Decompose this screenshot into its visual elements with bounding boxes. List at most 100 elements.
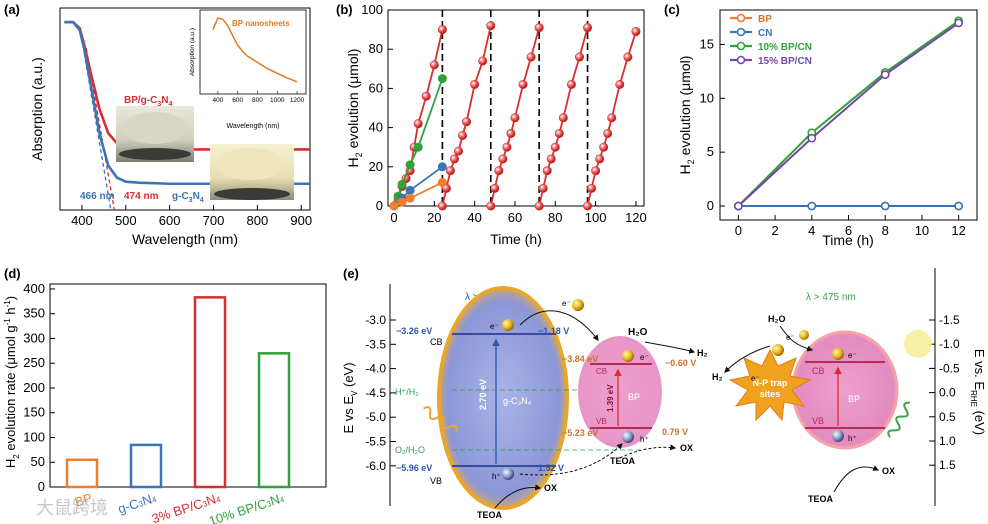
- gcn-particle: [437, 286, 569, 510]
- inset-xtick-label: 1200: [290, 97, 305, 104]
- hole-ball-gcn: [502, 468, 514, 480]
- b-point: [566, 79, 576, 89]
- a-ylabel: Absorption (a.u.): [29, 57, 45, 161]
- ox-label-2: OX: [680, 443, 693, 453]
- b-ytick-label: 100: [361, 2, 383, 17]
- b-xlabel: Time (h): [490, 231, 542, 247]
- c-point: [880, 201, 890, 211]
- b-point: [623, 52, 633, 62]
- b-point: [558, 113, 568, 123]
- electron-label-right: e⁻: [848, 351, 857, 360]
- c-point: [954, 18, 964, 28]
- e-right-tick-label: -0.5: [939, 361, 960, 375]
- b-point: [397, 197, 407, 207]
- watermark: 大鼠跨境: [36, 498, 108, 518]
- a-dash-466: [83, 52, 112, 211]
- b-point: [510, 113, 520, 123]
- electron-ball-bp: [622, 350, 634, 362]
- gcn-vb-label: VB: [430, 476, 442, 486]
- b-point: [542, 166, 552, 176]
- b-series-0-segment-1: [441, 25, 492, 207]
- d-bar: [257, 352, 291, 489]
- annotation-474nm: 474 nm: [124, 191, 159, 202]
- c-point: [733, 201, 743, 211]
- b-point: [554, 128, 564, 138]
- c-series-3-line: [737, 22, 960, 207]
- bp-vb-energy: −5.23 eV: [562, 428, 598, 438]
- c-ylabel: H2 evolution (μmol): [677, 56, 696, 175]
- teoa-label-right: TEOA: [808, 494, 834, 504]
- c-point: [954, 201, 964, 211]
- e-left-tick-label: -5.0: [365, 410, 386, 424]
- b-point: [587, 183, 597, 193]
- b-point: [490, 183, 500, 193]
- c-ytick-label: 10: [700, 90, 714, 105]
- c-xtick-label: 8: [882, 223, 889, 238]
- gcn-cb-potential: −1.18 V: [538, 326, 569, 336]
- b-xtick-label: 120: [625, 210, 647, 225]
- b-point: [486, 201, 496, 211]
- b-point: [413, 119, 423, 129]
- b-xtick-label: 20: [427, 210, 441, 225]
- c-xtick-label: 12: [951, 223, 965, 238]
- c-point: [807, 201, 817, 211]
- a-xtick-label: 500: [115, 213, 137, 228]
- electron-path-arrow: [519, 310, 599, 341]
- bp-name: BP: [628, 392, 640, 402]
- panel-c-time-course-chart: 0 2 4 6 8 10 12 0 5 10 15 BP CN 10% BP/CN 15% BP/CN T…: [677, 9, 978, 248]
- b-point: [583, 201, 593, 211]
- teoa-label-1: TEOA: [477, 510, 503, 520]
- d-bar: [129, 443, 163, 489]
- b-point: [397, 179, 407, 189]
- label-gcn: g-C3N4: [172, 191, 204, 204]
- hole-label-gcn: h⁺: [492, 472, 501, 481]
- b-point: [437, 25, 447, 35]
- b-point: [583, 23, 593, 33]
- b-point: [405, 193, 415, 203]
- c-xtick-label: 6: [845, 223, 852, 238]
- top-electron-label: e⁻: [786, 333, 795, 342]
- b-point: [478, 56, 488, 66]
- b-point: [458, 130, 468, 140]
- a-xtick-label: 600: [159, 213, 181, 228]
- d-ytick-label: 200: [23, 380, 45, 395]
- h2o-to-h2-arrow: [644, 341, 696, 354]
- bp-vb-label: VB: [596, 417, 607, 426]
- b-point: [454, 146, 464, 156]
- panel-label-d: (d): [4, 266, 21, 281]
- bp-right-name: BP: [848, 394, 860, 404]
- panel-label-a: (a): [4, 2, 20, 17]
- b-point: [550, 142, 560, 152]
- d-ytick-label: 50: [31, 454, 45, 469]
- redox-h-h2: H⁺/H₂: [395, 387, 419, 397]
- inset-title: BP nanosheets: [232, 19, 290, 28]
- b-point: [437, 177, 447, 187]
- annotation-466nm: 466 nm: [80, 191, 115, 202]
- hole-label-right: h⁺: [848, 434, 857, 443]
- b-ylabel: H2 evolution (μmol): [345, 49, 364, 168]
- d-bar: [65, 458, 99, 489]
- b-point: [518, 79, 528, 89]
- c-ytick-label: 0: [707, 198, 714, 213]
- a-xlabel: Wavelength (nm): [132, 231, 238, 247]
- b-xtick-label: 40: [467, 210, 481, 225]
- b-xtick-label: 0: [390, 210, 397, 225]
- e-left-tick-label: -4.0: [365, 362, 386, 376]
- hole-label-bp: h⁺: [640, 435, 649, 444]
- gcn-vb-energy: −5.96 eV: [396, 463, 432, 473]
- b-point: [603, 128, 613, 138]
- b-series-0-segment-2: [489, 27, 541, 207]
- b-point: [498, 154, 508, 164]
- bp-cb-label: CB: [596, 367, 607, 376]
- d-ytick-label: 350: [23, 306, 45, 321]
- d-category-label: g-C3N4: [116, 490, 158, 517]
- e-right-axis-label: E vs. ERHE (eV): [969, 349, 987, 435]
- b-point: [437, 74, 447, 84]
- c-xtick-label: 2: [771, 223, 778, 238]
- inset-ylabel: Absorption (a.u.): [189, 28, 196, 76]
- b-point: [534, 201, 544, 211]
- b-point: [405, 185, 415, 195]
- bp-right-vb: VB: [812, 416, 824, 426]
- b-ytick-label: 40: [369, 120, 383, 135]
